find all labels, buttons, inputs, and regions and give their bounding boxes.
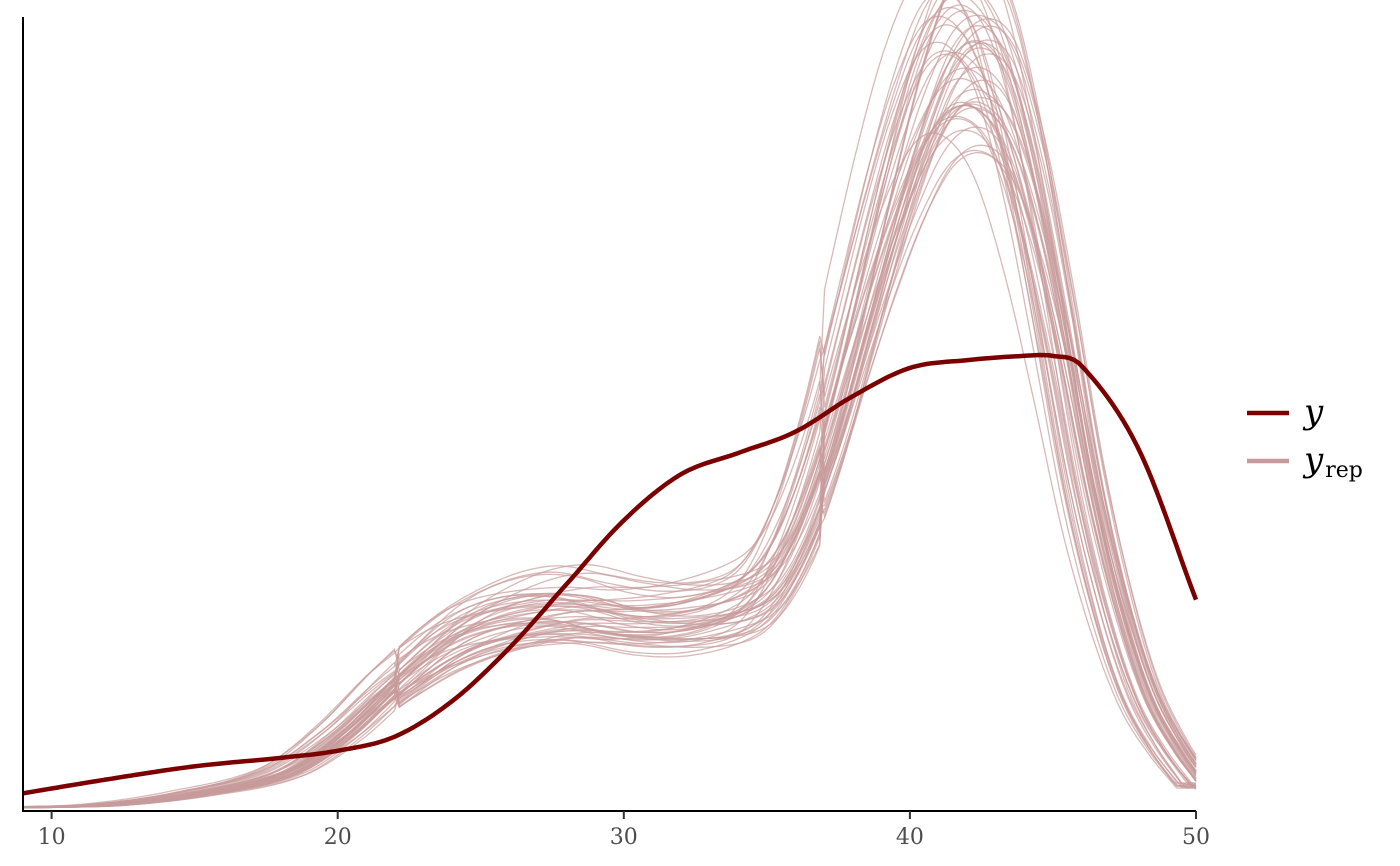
yrep-line [22, 53, 1197, 809]
yrep-line [23, 0, 1197, 808]
yrep-line [22, 129, 1197, 809]
x-tick-label: 40 [896, 825, 924, 850]
x-tick-label: 30 [610, 825, 638, 850]
legend-label-yrep-sub: rep [1325, 458, 1363, 483]
legend-label-yrep: yrep [1302, 440, 1363, 483]
yrep-line [23, 88, 1197, 809]
yrep-line [22, 15, 1196, 808]
yrep-lines [22, 0, 1197, 809]
y-density-line [22, 352, 1199, 796]
x-axis-ticks: 10 20 30 40 50 [38, 811, 1210, 850]
yrep-line [23, 18, 1197, 808]
yrep-line [23, 41, 1197, 809]
x-tick-label: 20 [324, 825, 352, 850]
yrep-line [23, 0, 1197, 808]
x-tick-label: 50 [1182, 825, 1210, 850]
legend-label-y: y [1302, 392, 1324, 432]
yrep-line [23, 126, 1197, 809]
yrep-line [22, 0, 1196, 808]
x-tick-label: 10 [38, 825, 66, 850]
yrep-line [23, 47, 1197, 809]
yrep-line [23, 144, 1197, 809]
yrep-line [23, 14, 1197, 808]
legend: y yrep [1247, 392, 1363, 483]
